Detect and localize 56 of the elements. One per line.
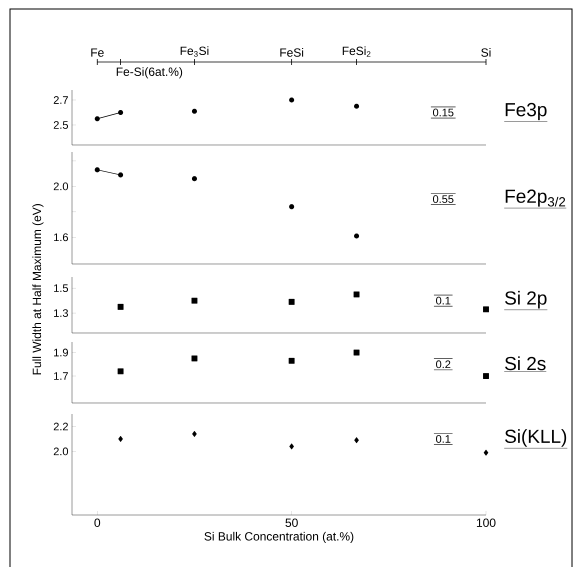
text: FeSi$_{2}$ bbox=[342, 46, 370, 57]
y-tick-label: 1.3 bbox=[54, 309, 68, 317]
point bbox=[484, 450, 488, 456]
point bbox=[192, 355, 198, 362]
annotation: 0.15 bbox=[433, 108, 454, 116]
point bbox=[118, 172, 124, 178]
y-tick-label: 2.0 bbox=[54, 182, 68, 190]
point bbox=[288, 298, 295, 305]
y-axis-title: Full Width at Half Maximum (eV) bbox=[32, 204, 44, 374]
text: FeSi bbox=[280, 48, 304, 57]
point bbox=[483, 373, 489, 379]
series-label: Si(KLL) bbox=[505, 429, 566, 447]
annotation: 0.1 bbox=[436, 435, 450, 443]
point bbox=[354, 350, 360, 356]
annotation: 0.55 bbox=[433, 195, 454, 203]
y-tick-label: 1.6 bbox=[54, 233, 68, 242]
text: Si bbox=[481, 48, 491, 57]
x-tick-label: 50 bbox=[285, 518, 298, 527]
point bbox=[289, 443, 294, 450]
y-tick-label: 2.2 bbox=[54, 422, 68, 430]
point bbox=[354, 291, 360, 298]
text: Fe3p bbox=[506, 102, 547, 120]
point bbox=[483, 306, 489, 312]
point bbox=[354, 104, 360, 109]
point bbox=[94, 116, 100, 122]
x-tick-label: 0 bbox=[94, 518, 100, 527]
point bbox=[288, 358, 295, 364]
point bbox=[192, 176, 197, 182]
series-label: Si 2s bbox=[505, 356, 546, 370]
y-tick-label: 2.5 bbox=[54, 121, 68, 129]
point bbox=[289, 204, 294, 210]
point bbox=[118, 368, 124, 374]
x-tick-label: 100 bbox=[476, 518, 496, 527]
point bbox=[118, 304, 124, 310]
text: Fe bbox=[91, 48, 104, 57]
point bbox=[192, 298, 198, 304]
x-axis-title: Si Bulk Concentration (at.%) bbox=[204, 532, 354, 543]
point bbox=[354, 437, 359, 444]
text: Fe2p$_{3/2}$ bbox=[506, 190, 566, 207]
text: Fe-Si(6at.%) bbox=[116, 67, 182, 78]
series-label: Si 2p bbox=[505, 290, 547, 308]
point bbox=[118, 110, 124, 116]
point bbox=[192, 431, 197, 437]
y-tick-label: 2.0 bbox=[54, 448, 68, 456]
point bbox=[289, 97, 294, 103]
annotation: 0.2 bbox=[436, 360, 450, 368]
point bbox=[192, 108, 197, 114]
y-tick-label: 1.7 bbox=[54, 372, 68, 380]
point bbox=[354, 233, 360, 239]
point bbox=[94, 167, 100, 172]
y-tick-label: 1.9 bbox=[54, 348, 68, 356]
text: Fe$_{3}$Si bbox=[180, 46, 208, 57]
y-tick-label: 2.7 bbox=[54, 96, 68, 104]
point bbox=[118, 436, 123, 442]
annotation: 0.1 bbox=[436, 296, 450, 305]
y-tick-label: 1.5 bbox=[54, 284, 68, 292]
